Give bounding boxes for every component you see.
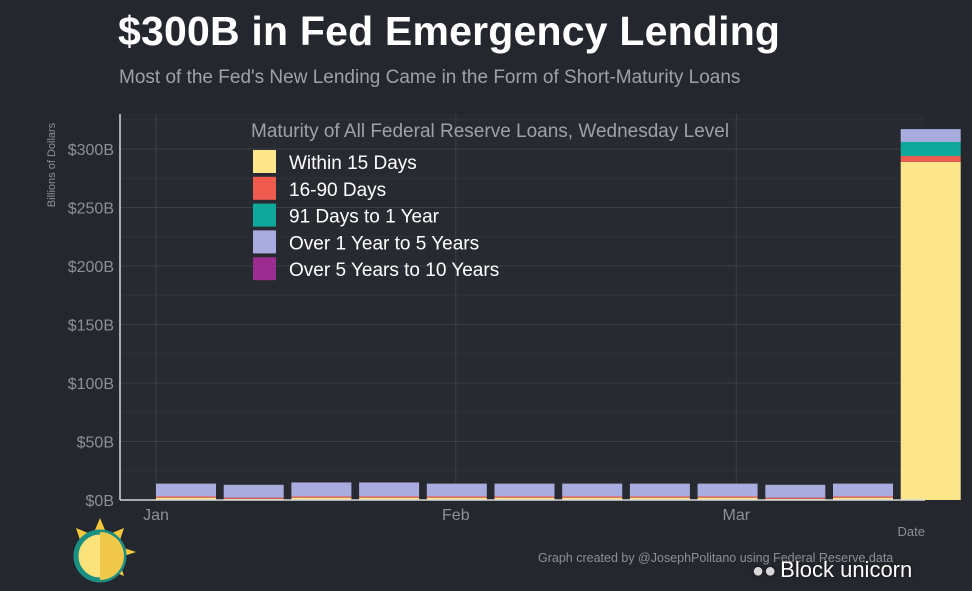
bar-segment-over-1-year-to-5-years (765, 484, 826, 498)
bar-segment-16-90-days (156, 496, 216, 498)
bar-segment-within-15-days (697, 497, 758, 500)
legend-title: Maturity of All Federal Reserve Loans, W… (251, 121, 729, 142)
y-tick-label: $250B (68, 201, 114, 218)
x-tick-label: Mar (723, 507, 751, 524)
bar-segment-16-90-days (900, 156, 961, 162)
legend-swatch (253, 150, 276, 173)
bar-segment-within-15-days (562, 497, 623, 500)
bar-segment-91-days-to-1-year (900, 141, 961, 157)
y-tick-label: $100B (68, 376, 114, 393)
bar-segment-16-90-days (426, 496, 487, 498)
bar-segment-over-1-year-to-5-years (900, 129, 961, 142)
wechat-icon: ●● (752, 560, 777, 582)
y-axis-title: Billions of Dollars (46, 122, 58, 207)
legend-swatch (253, 203, 276, 227)
bar-segment-within-15-days (629, 497, 690, 500)
chart-title: $300B in Fed Emergency Lending (118, 8, 781, 54)
bar-segment-over-1-year-to-5-years (359, 482, 420, 497)
bar-segment-over-1-year-to-5-years (562, 483, 623, 497)
legend-swatch (253, 176, 276, 200)
bar-segment-over-1-year-to-5-years (494, 483, 555, 497)
y-tick-label: $300B (68, 142, 114, 159)
sun-logo-icon (60, 516, 140, 591)
x-axis-title: Date (898, 524, 925, 539)
bar-segment-16-90-days (562, 496, 623, 498)
y-tick-label: $0B (86, 493, 114, 510)
bar-segment-within-15-days (359, 497, 420, 500)
x-tick-label: Feb (442, 507, 470, 524)
bar-segment-16-90-days (223, 497, 284, 499)
bar-segment-within-15-days (900, 161, 961, 500)
bar-segment-16-90-days (291, 496, 352, 498)
bar-segment-over-1-year-to-5-years (629, 483, 690, 497)
watermark: ●● Block unicorn (752, 557, 912, 583)
legend-label: 91 Days to 1 Year (289, 207, 440, 228)
bar-segment-over-1-year-to-5-years (697, 483, 758, 497)
bar-segment-16-90-days (629, 496, 690, 498)
bar-segment-within-15-days (494, 497, 555, 500)
source-caption: Graph created by @JosephPolitano using F… (538, 551, 894, 565)
bar-segment-16-90-days (494, 496, 555, 498)
bar-segment-over-1-year-to-5-years (426, 483, 487, 497)
chart-subtitle: Most of the Fed's New Lending Came in th… (119, 67, 741, 88)
legend-swatch (253, 257, 276, 281)
y-tick-label: $50B (77, 435, 114, 452)
bar-segment-over-1-year-to-5-years (156, 483, 216, 497)
bar-segment-within-15-days (291, 497, 352, 500)
bar-segment-over-1-year-to-5-years (291, 482, 352, 497)
y-tick-label: $150B (68, 318, 114, 335)
x-tick-label: Jan (143, 507, 169, 524)
watermark-text: Block unicorn (780, 557, 913, 582)
bar-segment-over-1-year-to-5-years (223, 484, 284, 498)
bar-segment-over-1-year-to-5-years (833, 483, 893, 497)
bar-segment-16-90-days (359, 496, 420, 498)
legend-label: Over 5 Years to 10 Years (289, 260, 499, 281)
legend-swatch (253, 230, 276, 254)
bar-segment-within-15-days (833, 497, 893, 500)
y-tick-label: $200B (68, 259, 114, 276)
bar-segment-within-15-days (426, 497, 487, 500)
bar-segment-16-90-days (765, 497, 826, 499)
legend-label: Within 15 Days (289, 153, 417, 174)
bar-segment-within-15-days (156, 497, 216, 500)
legend-label: Over 1 Year to 5 Years (289, 233, 479, 254)
legend-label: 16-90 Days (289, 180, 386, 201)
plot-panel (120, 114, 925, 500)
bar-segment-16-90-days (697, 496, 758, 498)
bar-segment-16-90-days (833, 496, 893, 498)
